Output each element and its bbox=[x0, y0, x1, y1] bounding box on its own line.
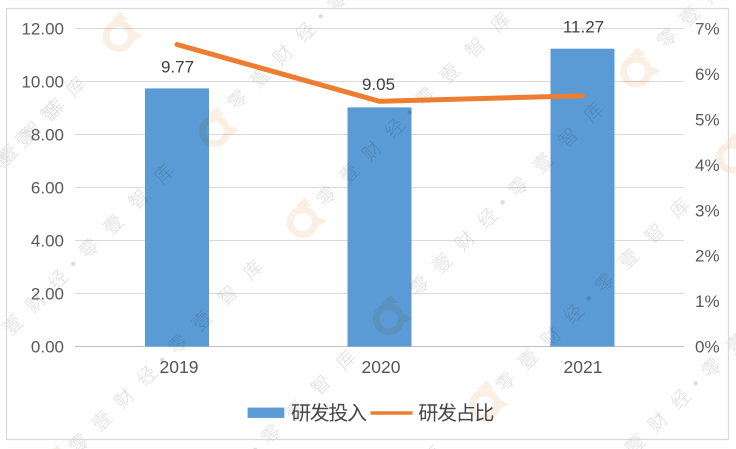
svg-text:8.00: 8.00 bbox=[31, 126, 64, 145]
svg-text:7%: 7% bbox=[695, 20, 720, 39]
svg-text:1%: 1% bbox=[695, 292, 720, 311]
svg-text:2020: 2020 bbox=[362, 357, 401, 377]
svg-text:0.00: 0.00 bbox=[31, 338, 64, 357]
svg-text:5%: 5% bbox=[695, 110, 720, 129]
svg-text:2.00: 2.00 bbox=[31, 285, 64, 304]
svg-text:2021: 2021 bbox=[564, 357, 603, 377]
svg-text:2019: 2019 bbox=[160, 357, 199, 377]
svg-text:3%: 3% bbox=[695, 201, 720, 220]
svg-text:9.77: 9.77 bbox=[161, 58, 194, 77]
svg-text:0%: 0% bbox=[695, 338, 720, 357]
svg-text:4.00: 4.00 bbox=[31, 232, 64, 251]
svg-text:2%: 2% bbox=[695, 247, 720, 266]
svg-text:9.05: 9.05 bbox=[362, 75, 395, 94]
svg-text:6%: 6% bbox=[695, 65, 720, 84]
svg-text:6.00: 6.00 bbox=[31, 179, 64, 198]
svg-text:12.00: 12.00 bbox=[21, 20, 64, 39]
svg-text:10.00: 10.00 bbox=[21, 73, 64, 92]
svg-text:11.27: 11.27 bbox=[563, 17, 604, 36]
svg-text:4%: 4% bbox=[695, 156, 720, 175]
